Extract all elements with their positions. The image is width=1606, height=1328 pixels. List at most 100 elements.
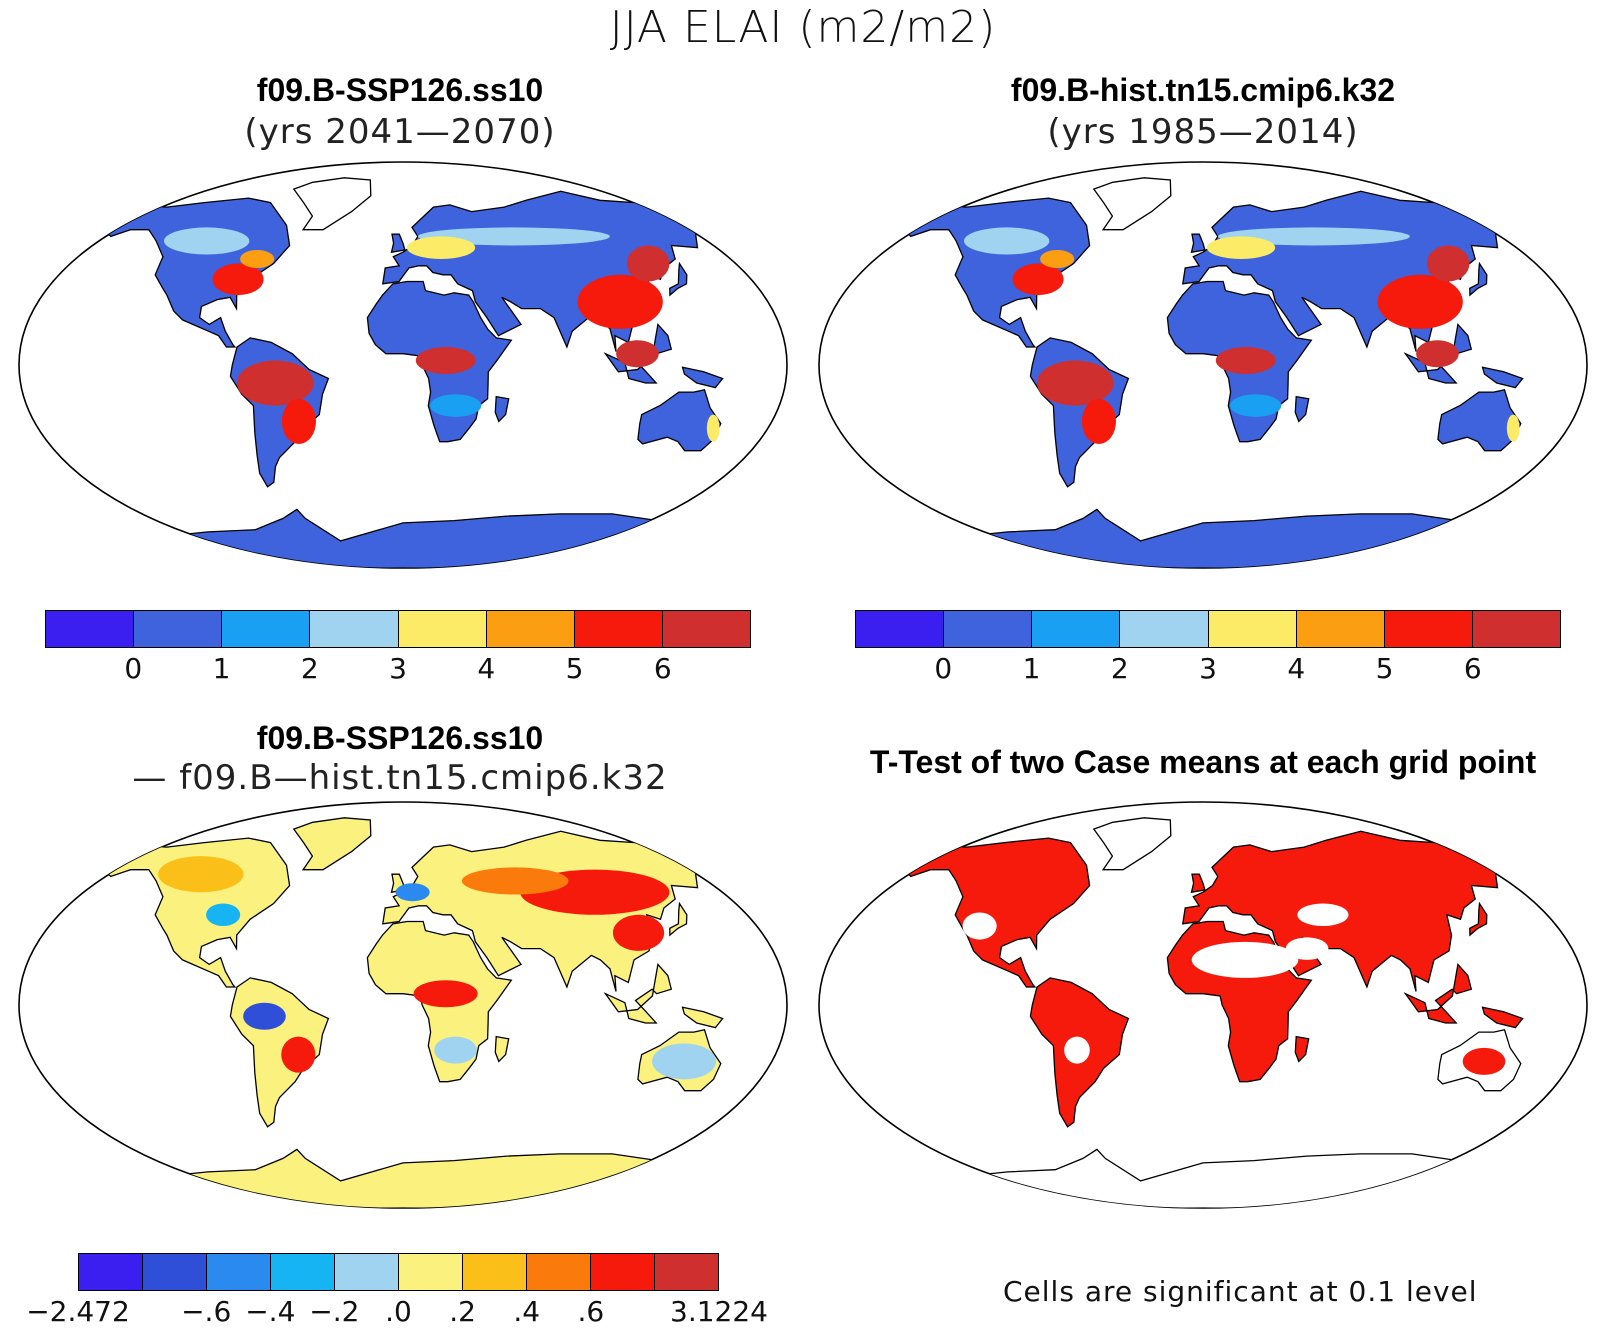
high-lai-region [415,346,476,375]
positive-change-region [612,914,665,951]
mid-lai-region [1506,414,1520,442]
map-ttest [818,801,1588,1209]
colorbar-swatch [134,611,223,647]
colorbar-swatch [271,1254,335,1290]
mid-lai-region [963,227,1050,255]
mid-lai-region [240,249,275,269]
colorbar-swatch [310,611,399,647]
high-lai-region [1377,274,1463,329]
colorbar-swatch [207,1254,271,1290]
landmass-madagascar [494,395,510,423]
landmass-madagascar [1294,1035,1310,1063]
high-lai-region [1081,398,1116,444]
high-lai-region [1426,245,1470,282]
colorbar-tick-label: 3 [1199,652,1217,685]
non-significant-region [1064,1036,1090,1064]
colorbar-swatch [46,611,135,647]
landmass-japan [1469,261,1488,297]
landmass-greenland [1092,817,1172,871]
colorbar-swatch [1472,611,1560,647]
colorbar-tick-label: 1 [1022,652,1041,685]
landmass-newGuinea [681,1006,724,1029]
panel4-title: T-Test of two Case means at each grid po… [869,744,1537,780]
colorbar-tick-label: .6 [577,1295,605,1328]
colorbar-tick-label: 0 [124,652,143,685]
non-significant-region [1297,903,1349,927]
colorbar-tick-label: 6 [1463,652,1482,685]
panel2-subtitle: (yrs 1985—2014) [1047,112,1359,152]
landmass-madagascar [494,1035,510,1063]
colorbar-swatch [1296,611,1385,647]
colorbar-swatch [463,1254,527,1290]
mid-lai-region [706,414,720,442]
negative-change-region [243,1002,286,1030]
landmass-australia [1437,389,1522,452]
high-lai-region [577,274,663,329]
positive-change-region [413,980,478,1008]
colorbar-swatch [1384,611,1473,647]
colorbar-swatch [1032,611,1121,647]
colorbar-swatch [591,1254,655,1290]
colorbar-swatch [944,611,1033,647]
colorbar-tick-label: 3.1224 [670,1295,768,1328]
landmass-greenland [292,817,372,871]
colorbar-tick-label: 6 [653,652,672,685]
colorbar-tick-label: 1 [212,652,231,685]
map-case2 [818,161,1588,569]
colorbar-tick-label: −2.472 [26,1295,130,1328]
colorbar-tick-label: −.2 [309,1295,360,1328]
colorbar-swatch [662,611,750,647]
landmass-australia [637,389,722,452]
high-lai-region [1012,263,1064,296]
high-lai-region [616,340,659,368]
panel2-title: f09.B-hist.tn15.cmip6.k32 [1010,72,1396,108]
positive-change-region [461,867,569,895]
colorbar-tick-label: 5 [565,652,584,685]
colorbar-swatch [335,1254,399,1290]
colorbar-tick-label: 3 [389,652,407,685]
colorbar-swatch [527,1254,591,1290]
high-lai-region [236,360,314,406]
landmass-madagascar [1294,395,1310,423]
non-significant-region [1191,941,1299,978]
landmass-greenland [1092,177,1172,231]
mid-lai-region [430,394,482,417]
figure-title: JJA ELAI (m2/m2) [609,2,997,53]
colorbar-swatch [856,611,945,647]
non-significant-region [1285,937,1329,960]
panel1-title: f09.B-SSP126.ss10 [256,72,544,108]
landmass-newGuinea [1481,1006,1524,1029]
colorbar-swatch [486,611,575,647]
colorbar-tick-label: 2 [1110,652,1129,685]
landmass-eurasia [382,830,718,992]
significance-note: Cells are significant at 0.1 level [1003,1275,1478,1308]
negative-change-region [652,1043,717,1080]
colorbar-tick-label: −.4 [245,1295,296,1328]
landmass-uk [390,233,406,253]
colorbar-tick-label: 4 [1287,652,1306,685]
colorbar-swatch [1120,611,1209,647]
negative-change-region [434,1036,477,1064]
landmass-eurasia [1182,830,1518,992]
colorbar-swatch [655,1254,718,1290]
map-difference [18,801,788,1209]
landmass-japan [1469,901,1488,937]
panel3-title: f09.B-SSP126.ss10 [256,720,544,756]
panel3-subtitle: — f09.B—hist.tn15.cmip6.k32 [132,758,668,798]
panel1-subtitle: (yrs 2041—2070) [244,112,556,152]
negative-change-region [395,883,430,902]
colorbar-tick-label: 4 [477,652,496,685]
landmass-northAmerica [902,837,1091,988]
colorbar-swatch [222,611,311,647]
positive-change-region [281,1036,316,1073]
colorbar-tick-label: 2 [300,652,319,685]
colorbar-tick-label: 5 [1375,652,1394,685]
colorbar-tick-label: −.6 [181,1295,232,1328]
positive-change-region [158,856,244,893]
landmass-seAsia [1403,962,1473,1024]
high-lai-region [1036,360,1114,406]
high-lai-region [212,263,264,296]
colorbar-swatch [399,1254,463,1290]
mid-lai-region [406,236,476,259]
mid-lai-region [1230,394,1282,417]
